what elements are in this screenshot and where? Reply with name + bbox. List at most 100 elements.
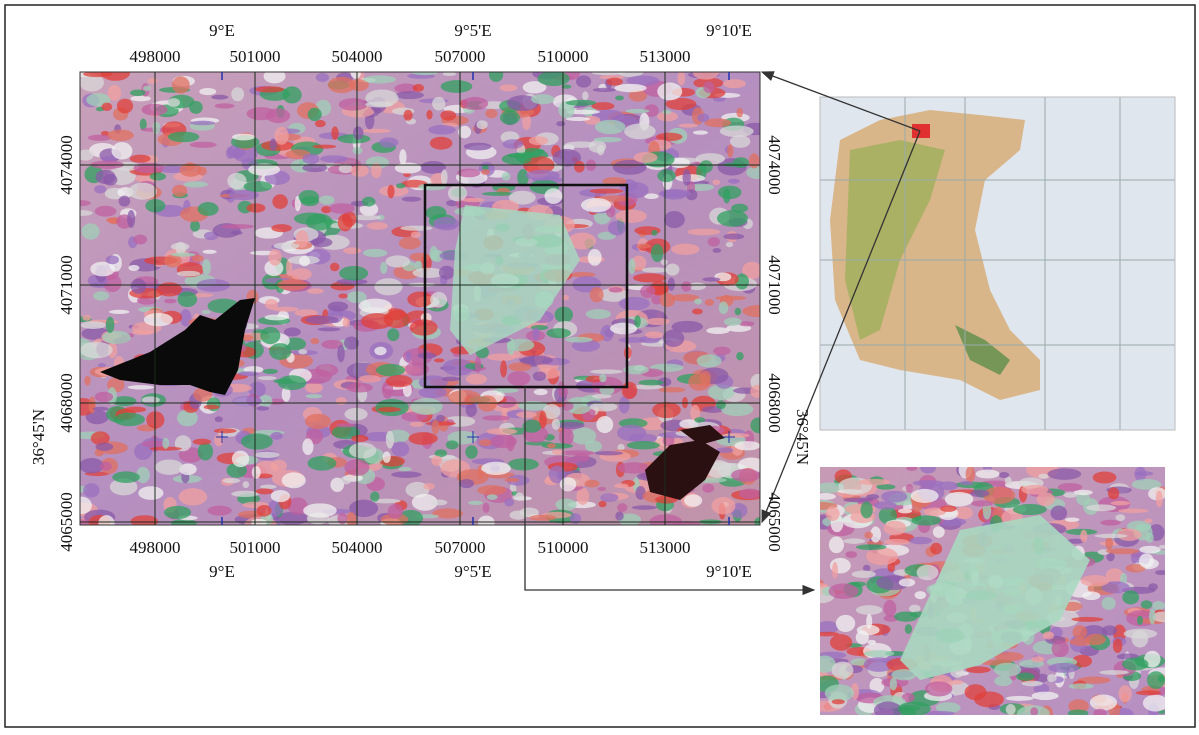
texture-patch [906,466,917,471]
texture-patch [336,397,347,405]
texture-patch [699,160,712,173]
texture-patch [651,230,657,236]
texture-patch [446,440,459,449]
texture-patch [294,213,327,225]
study-area-marker [912,124,930,138]
texture-patch [994,663,1021,677]
texture-patch [585,440,602,452]
easting-label: 498000 [130,47,181,66]
texture-patch [138,486,163,500]
texture-patch [419,387,447,398]
texture-patch [534,389,548,395]
texture-patch [863,565,870,572]
texture-patch [598,501,606,508]
texture-patch [331,126,339,139]
texture-patch [1141,600,1153,609]
texture-patch [628,258,635,274]
texture-patch [1113,639,1123,653]
texture-patch [632,505,657,510]
texture-patch [198,443,213,461]
texture-patch [81,321,106,329]
texture-patch [898,508,912,513]
texture-patch [864,532,873,539]
texture-patch [468,501,483,505]
texture-patch [1005,477,1012,485]
texture-patch [502,172,511,180]
texture-patch [298,349,307,354]
texture-patch [208,506,232,516]
texture-patch [899,578,915,586]
texture-patch [659,293,675,307]
texture-patch [594,137,622,142]
texture-patch [329,203,355,214]
texture-patch [94,185,106,193]
texture-patch [243,481,249,488]
texture-patch [268,249,281,266]
texture-patch [856,630,869,644]
texture-patch [155,459,183,474]
texture-patch [727,144,733,157]
texture-patch [1013,504,1047,515]
texture-patch [192,255,204,262]
texture-patch [502,153,532,164]
texture-patch [683,169,691,185]
texture-patch [483,503,490,513]
texture-patch [343,247,361,254]
texture-patch [500,84,518,91]
texture-patch [1147,671,1165,689]
texture-patch [1102,625,1117,635]
texture-patch [448,185,467,201]
texture-patch [595,451,624,455]
texture-patch [301,196,320,206]
texture-patch [157,282,182,296]
texture-patch [697,354,722,367]
texture-patch [825,684,854,701]
texture-patch [657,169,675,182]
texture-patch [1051,505,1068,520]
texture-patch [315,120,326,127]
easting-label: 498000 [130,538,181,557]
texture-patch [232,134,255,141]
texture-patch [1073,625,1088,639]
texture-patch [1068,709,1089,716]
texture-patch [487,494,498,500]
texture-patch [272,194,288,209]
texture-patch [400,226,432,231]
texture-patch [1080,530,1087,543]
texture-patch [659,189,692,197]
northing-label: 4074000 [765,135,784,195]
texture-patch [505,478,520,482]
texture-patch [106,317,115,333]
texture-patch [83,483,99,497]
texture-patch [920,463,936,474]
texture-patch [915,591,926,599]
texture-patch [671,244,699,255]
texture-patch [1090,694,1117,710]
texture-patch [1037,492,1055,506]
texture-patch [1006,704,1016,715]
texture-patch [82,315,91,321]
texture-patch [705,299,714,306]
texture-patch [339,98,368,110]
texture-patch [693,131,708,135]
texture-patch [164,299,176,303]
texture-patch [715,296,746,301]
texture-patch [1108,487,1119,499]
texture-patch [615,96,624,101]
texture-patch [338,294,347,299]
texture-patch [702,484,714,493]
texture-patch [1071,617,1103,622]
texture-patch [402,197,422,202]
texture-patch [128,183,157,200]
texture-patch [101,103,112,111]
texture-patch [374,347,386,356]
texture-patch [461,97,488,110]
texture-patch [624,124,656,140]
texture-patch [167,98,180,107]
texture-patch [274,127,288,145]
texture-patch [532,327,539,339]
texture-patch [590,369,623,374]
texture-patch [730,135,750,148]
texture-patch [590,402,617,411]
texture-patch [735,308,741,316]
